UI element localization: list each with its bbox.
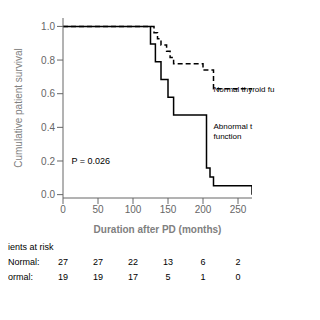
html-text:19: 19 — [93, 272, 103, 282]
svg-text:150: 150 — [160, 204, 177, 215]
html-text:22: 22 — [128, 257, 138, 267]
html-text:27: 27 — [93, 257, 103, 267]
svg-text:0.6: 0.6 — [41, 88, 55, 99]
svg-text:Normal thyroid fu: Normal thyroid fu — [214, 84, 275, 93]
svg-text:Abnormal tfunction: Abnormal tfunction — [214, 121, 253, 140]
html-text:13: 13 — [163, 257, 173, 267]
html-text:2: 2 — [235, 257, 241, 267]
svg-text:Duration after PD (months): Duration after PD (months) — [94, 224, 222, 235]
svg-text:0.2: 0.2 — [41, 156, 55, 167]
html-text:27: 27 — [58, 257, 68, 267]
html-text:17: 17 — [128, 272, 138, 282]
svg-text:50: 50 — [92, 204, 104, 215]
svg-text:P = 0.026: P = 0.026 — [71, 156, 110, 166]
svg-text:250: 250 — [230, 204, 247, 215]
html-text:ormal:: ormal: — [8, 272, 33, 282]
svg-text:100: 100 — [125, 204, 142, 215]
svg-text:0: 0 — [60, 204, 66, 215]
svg-text:200: 200 — [195, 204, 212, 215]
svg-text:0.0: 0.0 — [41, 189, 55, 200]
html-text:Normal:: Normal: — [8, 257, 40, 267]
html-text:6: 6 — [200, 257, 206, 267]
svg-text:0.4: 0.4 — [41, 122, 55, 133]
html-text:5: 5 — [165, 272, 171, 282]
svg-text:1.0: 1.0 — [41, 21, 55, 32]
html-text:1: 1 — [200, 272, 206, 282]
svg-text:0.8: 0.8 — [41, 55, 55, 66]
svg-text:Cumulative patient survival: Cumulative patient survival — [13, 48, 24, 168]
html-text:19: 19 — [58, 272, 68, 282]
html-text:ients at risk: ients at risk — [8, 242, 54, 252]
html-text:0: 0 — [235, 272, 241, 282]
